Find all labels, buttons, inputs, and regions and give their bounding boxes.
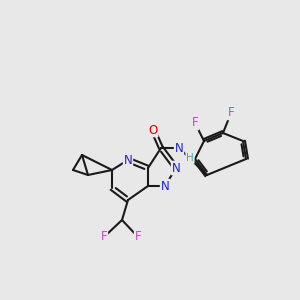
Text: F: F	[228, 106, 234, 119]
Text: H: H	[186, 153, 194, 163]
Text: N: N	[124, 154, 132, 166]
Text: N: N	[172, 161, 180, 175]
Text: N: N	[175, 142, 183, 154]
Text: O: O	[148, 124, 158, 136]
Text: F: F	[101, 230, 107, 244]
Text: F: F	[135, 230, 141, 244]
Text: F: F	[192, 116, 198, 130]
Text: N: N	[160, 179, 169, 193]
